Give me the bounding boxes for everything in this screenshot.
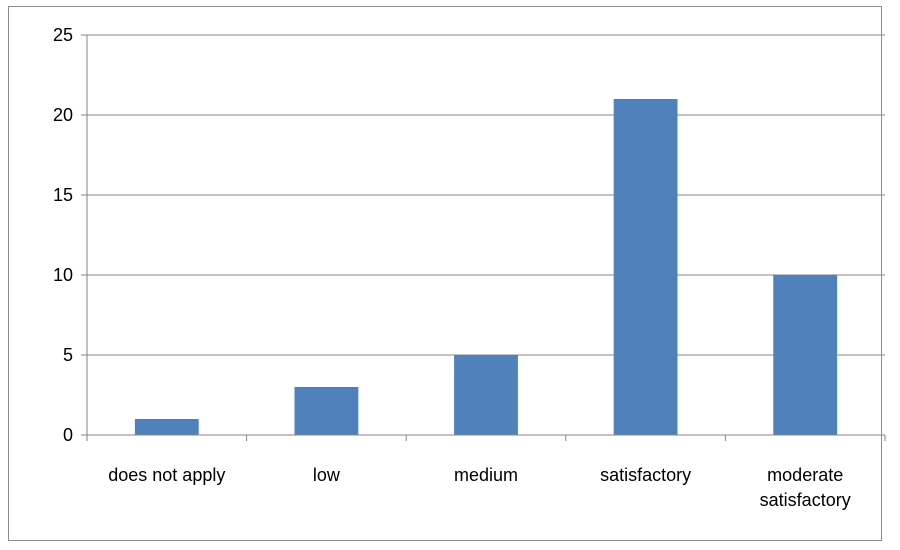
x-tick-label-line: low xyxy=(313,465,341,485)
y-tick-label: 20 xyxy=(53,105,73,125)
x-tick-label: moderate satisfactory xyxy=(760,465,851,510)
y-tick-label: 25 xyxy=(53,25,73,45)
bar-does-not-apply xyxy=(134,419,199,435)
x-tick-label-line: does not apply xyxy=(108,465,225,485)
x-tick-label: medium xyxy=(454,465,518,485)
x-tick-label: does not apply xyxy=(108,465,225,485)
gridlines xyxy=(87,34,885,356)
x-tick-label-line: medium xyxy=(454,465,518,485)
y-tick-label: 10 xyxy=(53,265,73,285)
axes xyxy=(81,34,886,441)
x-tick-label: low xyxy=(313,465,341,485)
chart-frame xyxy=(8,6,882,541)
bar-satisfactory xyxy=(613,99,678,435)
x-tick-label: satisfactory xyxy=(600,465,691,485)
y-tick-label: 0 xyxy=(63,425,73,445)
bar-low xyxy=(294,387,359,435)
x-tick-label-line: satisfactory xyxy=(600,465,691,485)
bar-moderate-satisfactory xyxy=(773,275,838,435)
x-tick-label-line: moderate xyxy=(767,465,843,485)
bar-medium xyxy=(454,355,518,435)
y-tick-labels: 0 5 10 15 20 25 xyxy=(53,25,73,445)
x-tick-labels: does not apply low medium satisfactory moder… xyxy=(108,465,850,510)
bars xyxy=(134,99,838,435)
x-tick-label-line: satisfactory xyxy=(760,490,851,510)
y-tick-label: 5 xyxy=(63,345,73,365)
y-tick-label: 15 xyxy=(53,185,73,205)
